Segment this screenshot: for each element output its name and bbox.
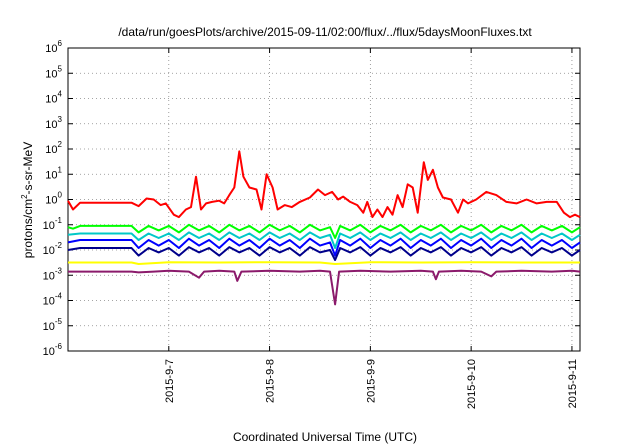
series-line-2 (67, 223, 581, 239)
x-axis-ticks: 2015-9-7 2015-9-8 2015-9-9 2015-9-10 2015-9-… (164, 48, 579, 409)
x-tick-label: 2015-9-10 (466, 359, 478, 409)
series-line-3 (67, 231, 581, 249)
x-tick-label: 2015-9-8 (265, 359, 277, 403)
x-tick-label: 2015-9-7 (164, 359, 176, 403)
series-line-7 (68, 269, 581, 306)
y-axis-label-part-2: -s-sr-MeV (21, 142, 35, 195)
y-axis-label-superscript: 2 (20, 194, 29, 199)
x-tick-label: 2015-9-9 (365, 359, 377, 403)
series-line-5 (67, 246, 581, 261)
grid-lines (68, 48, 580, 351)
y-tick-label: 10-3 (43, 266, 63, 282)
y-tick-label: 10-6 (43, 342, 63, 358)
y-axis-ticks: 10-6 10-5 10-4 10-3 10-2 10-1 100 101 102 103 104 1… (43, 39, 580, 358)
y-tick-label: 102 (45, 140, 62, 156)
series-line-1 (67, 150, 581, 219)
data-series (67, 150, 581, 306)
series-line-4 (67, 237, 581, 257)
y-tick-label: 101 (45, 165, 62, 181)
x-axis-label: Coordinated Universal Time (UTC) (233, 430, 417, 444)
y-tick-label: 10-5 (43, 317, 63, 333)
y-tick-label: 10-1 (43, 216, 63, 232)
x-tick-label: 2015-9-11 (567, 359, 579, 408)
y-tick-label: 106 (45, 39, 62, 55)
y-tick-label: 10-4 (43, 292, 63, 308)
y-tick-label: 100 (45, 191, 62, 207)
y-tick-label: 103 (45, 115, 62, 131)
y-axis-label-part-1: protons/cm (21, 199, 35, 258)
chart-title: /data/run/goesPlots/archive/2015-09-11/0… (118, 25, 532, 39)
y-axis-label: protons/cm2-s-sr-MeV (20, 142, 35, 258)
y-tick-label: 10-2 (43, 241, 63, 257)
y-tick-label: 105 (45, 64, 62, 80)
series-line-6 (68, 261, 580, 265)
y-tick-label: 104 (45, 90, 62, 106)
